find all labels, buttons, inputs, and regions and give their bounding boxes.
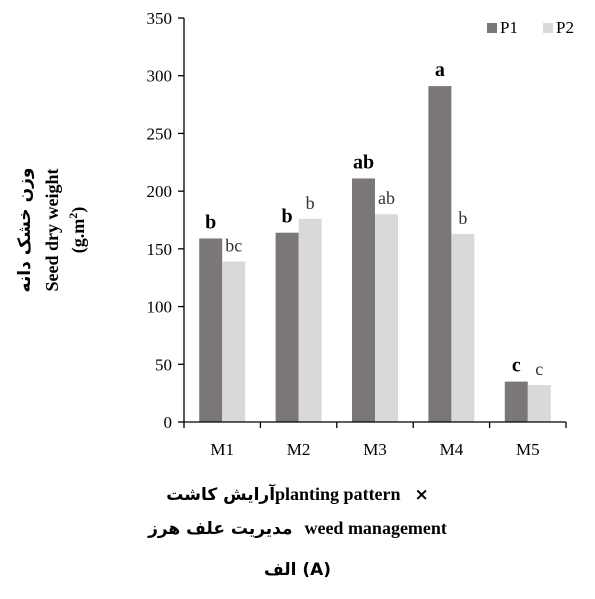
- bar-p2-m4: [451, 233, 475, 422]
- x-tick-label: M1: [210, 440, 234, 459]
- y-axis-label: وزن خشک دانه Seed dry weight (g.m2): [15, 168, 89, 293]
- y-axis-label-fa: وزن خشک دانه: [15, 168, 35, 293]
- legend: P1 P2: [487, 18, 574, 37]
- y-tick-label: 0: [164, 413, 173, 432]
- y-axis-label-en: Seed dry weight: [42, 169, 62, 292]
- legend-swatch: [487, 23, 497, 33]
- significance-letter: c: [512, 355, 521, 377]
- x-axis: M1 M2 M3 M4 M5: [183, 421, 567, 459]
- significance-letter: ab: [353, 151, 374, 173]
- x-axis-label-fa-1: آرایش کاشت: [166, 485, 276, 505]
- significance-letter: b: [458, 208, 467, 228]
- x-tick-label: M3: [363, 440, 387, 459]
- x-axis-label-sep: ×: [414, 485, 429, 505]
- y-tick-label: 200: [147, 182, 173, 201]
- y-tick-label: 100: [147, 298, 173, 317]
- bar-p2-m2: [298, 218, 322, 422]
- legend-swatch: [543, 23, 553, 33]
- significance-letter: a: [435, 59, 445, 81]
- y-tick-label: 250: [147, 124, 173, 143]
- y-tick-label: 150: [147, 240, 173, 259]
- x-axis-label-en-2: weed management: [304, 518, 447, 538]
- legend-label: P1: [500, 18, 518, 37]
- x-axis-label-en-1: planting pattern: [275, 484, 401, 504]
- y-tick-label: 300: [147, 67, 173, 86]
- panel-label: الف (A): [263, 560, 332, 580]
- significance-letter: ab: [378, 188, 395, 208]
- significance-letter: b: [306, 193, 315, 213]
- bar-p1-m5: [504, 381, 528, 422]
- bar-p2-m3: [375, 214, 398, 422]
- y-axis: 0 50 100 150 200 250 300 350: [147, 9, 185, 432]
- legend-label: P2: [556, 18, 574, 37]
- y-tick-label: 50: [155, 355, 172, 374]
- y-tick-label: 350: [147, 9, 173, 28]
- x-axis-label-fa-2: مدیریت علف هرز: [148, 519, 293, 539]
- significance-letter: b: [282, 206, 293, 228]
- x-axis-label-line1: آرایش کاشتplanting pattern ×: [0, 484, 595, 505]
- bar-p1-m4: [428, 86, 452, 423]
- significance-letter: bc: [225, 236, 242, 256]
- x-tick-label: M4: [440, 440, 464, 459]
- bar-p2-m5: [527, 385, 551, 422]
- x-tick-label: M5: [516, 440, 540, 459]
- bar-p2-m1: [222, 261, 246, 422]
- significance-letter: b: [205, 211, 216, 233]
- significance-letter: c: [535, 359, 543, 379]
- bar-p1-m3: [352, 178, 375, 422]
- y-axis-unit: (g.m2): [66, 207, 89, 254]
- x-axis-label-line2: مدیریت علف هرز weed management: [0, 518, 595, 539]
- bar-p1-m2: [275, 232, 299, 422]
- bar-p1-m1: [199, 238, 223, 422]
- x-tick-label: M2: [287, 440, 311, 459]
